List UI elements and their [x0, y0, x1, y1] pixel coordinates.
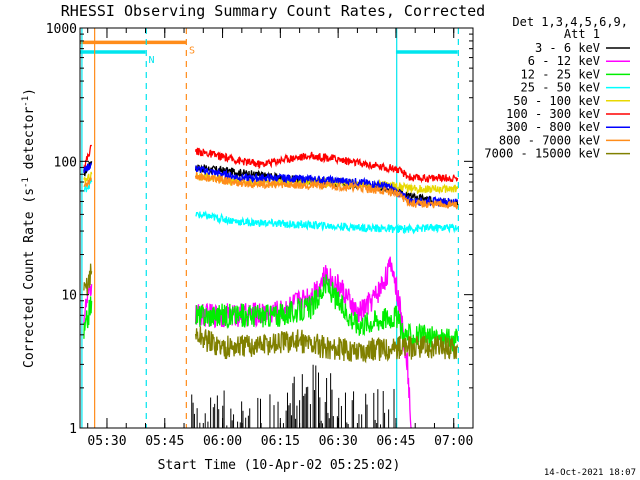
legend-label: 100 - 300 keV [506, 107, 600, 121]
vertical-lines-layer [81, 28, 459, 428]
flag-label-N: N [149, 55, 155, 66]
y-tick-label: 100 [54, 155, 77, 170]
series-path [83, 263, 93, 296]
series-path [83, 144, 93, 172]
legend-header-1: Det 1,3,4,5,6,9, [512, 15, 628, 29]
legend-label: 3 - 6 keV [535, 41, 600, 55]
series-path [194, 172, 459, 210]
y-axis-label-sup2: -1 [21, 96, 31, 107]
burst-ticks-layer [191, 364, 395, 428]
series-path [83, 296, 93, 339]
legend-label: 12 - 25 keV [521, 67, 600, 81]
y-axis-label-mid: detector [22, 107, 37, 178]
series-path [194, 326, 459, 364]
legend-label: 6 - 12 keV [528, 54, 600, 68]
x-tick-label: 06:45 [376, 434, 415, 449]
series-path [83, 162, 93, 174]
series-12to25keV [83, 274, 459, 353]
y-axis-label-main: Corrected Count Rate (s [22, 188, 37, 368]
series-path [83, 177, 92, 189]
x-tick-label: 06:15 [261, 434, 300, 449]
legend-label: 50 - 100 keV [513, 94, 600, 108]
x-tick-label: 05:45 [145, 434, 184, 449]
y-axis: 1 10 100 1000 [46, 22, 473, 437]
legend-label: 25 - 50 keV [521, 81, 600, 95]
y-tick-label: 1000 [46, 22, 77, 37]
series-25to50keV [83, 178, 459, 235]
plot-frame [79, 27, 474, 429]
flags-layer: SN [80, 40, 458, 66]
y-axis-label: Corrected Count Rate (s-1 detector-1) [21, 88, 37, 368]
legend-label: 300 - 800 keV [506, 120, 600, 134]
series-path [194, 147, 459, 184]
footer-date: 14-Oct-2021 18:07 [544, 468, 636, 478]
y-axis-label-sup1: -1 [21, 177, 31, 188]
flag-label-S: S [189, 45, 195, 56]
series-path [195, 210, 459, 235]
y-tick-label: 10 [61, 289, 77, 304]
x-axis: 05:30 05:45 06:00 06:15 06:30 06:45 07:00 [87, 28, 474, 449]
y-axis-label-end: ) [22, 88, 37, 96]
series-layer [83, 144, 459, 429]
series-7000to15000keV [83, 263, 459, 364]
y-tick-label: 1 [69, 422, 77, 437]
x-tick-label: 05:30 [87, 434, 126, 449]
series-path [194, 274, 459, 353]
legend-label: 800 - 7000 keV [499, 133, 600, 147]
x-tick-label: 06:00 [203, 434, 242, 449]
series-100to300keV [83, 144, 459, 184]
x-axis-label: Start Time (10-Apr-02 05:25:02) [158, 458, 401, 473]
legend-label: 7000 - 15000 keV [484, 147, 600, 161]
x-tick-label: 06:30 [319, 434, 358, 449]
x-tick-label: 07:00 [434, 434, 473, 449]
chart-title: RHESSI Observing Summary Count Rates, Co… [61, 2, 485, 20]
legend-header-2: Att 1 [564, 27, 600, 41]
series-800to7000keV [83, 172, 459, 210]
series-path [83, 178, 93, 193]
